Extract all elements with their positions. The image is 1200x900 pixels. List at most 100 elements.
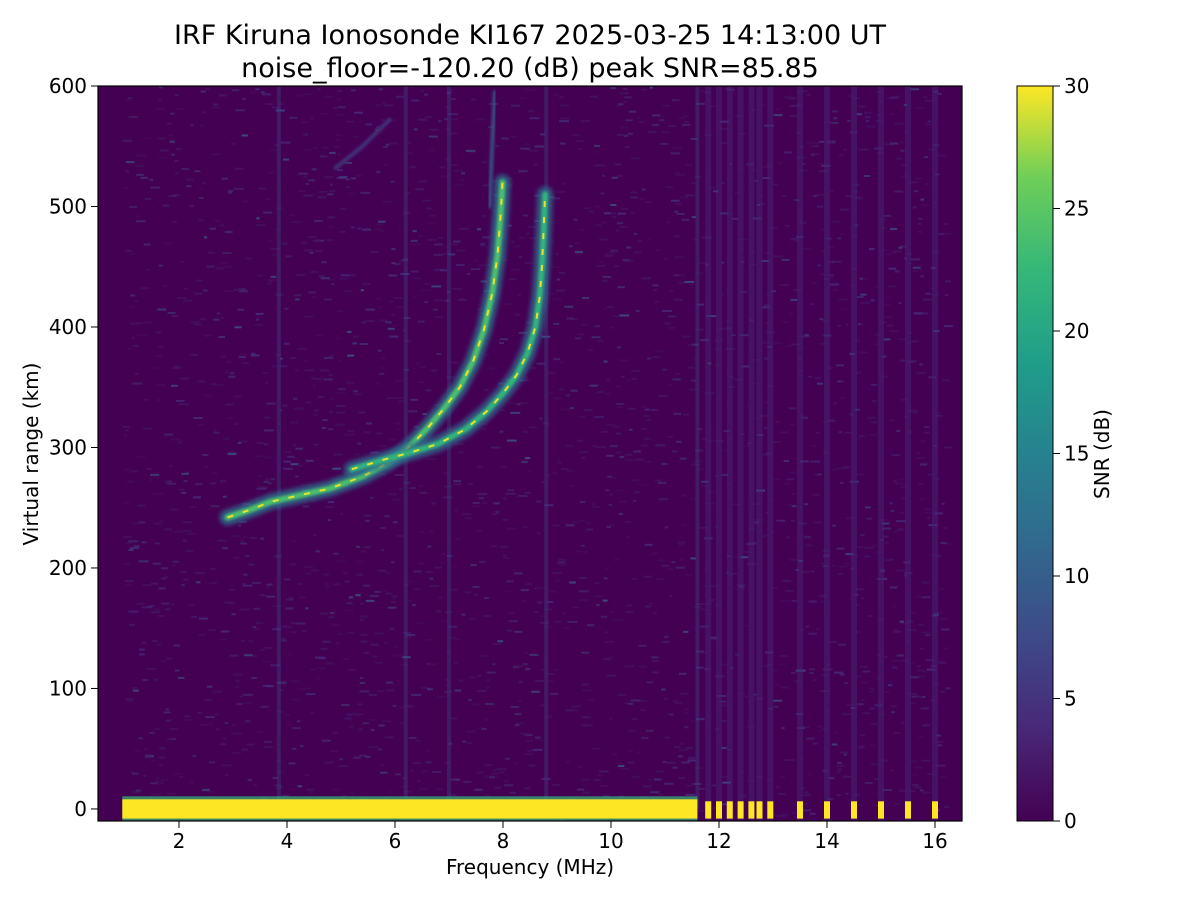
noise-speck xyxy=(196,279,203,282)
noise-speck xyxy=(790,519,795,522)
noise-speck xyxy=(775,421,780,424)
noise-speck xyxy=(166,657,173,660)
noise-speck xyxy=(541,669,545,671)
noise-speck xyxy=(779,599,790,602)
noise-speck xyxy=(378,306,383,309)
noise-speck xyxy=(819,342,828,345)
noise-speck xyxy=(816,431,820,434)
noise-speck xyxy=(285,451,292,454)
noise-speck xyxy=(279,365,288,368)
noise-speck xyxy=(469,151,476,154)
noise-speck xyxy=(702,438,707,441)
noise-speck xyxy=(522,663,528,666)
noise-speck xyxy=(902,164,907,167)
noise-speck xyxy=(170,603,175,606)
noise-speck xyxy=(253,607,261,610)
noise-speck xyxy=(559,120,569,123)
noise-speck xyxy=(677,777,686,780)
noise-speck xyxy=(252,626,257,629)
noise-speck xyxy=(360,191,371,194)
noise-speck xyxy=(484,718,488,721)
noise-speck xyxy=(795,569,800,572)
noise-speck xyxy=(450,717,458,720)
noise-speck xyxy=(685,747,694,750)
noise-speck xyxy=(324,761,334,764)
noise-speck xyxy=(911,695,919,698)
noise-speck xyxy=(234,326,242,329)
noise-speck xyxy=(289,563,297,566)
noise-speck xyxy=(870,383,878,386)
noise-speck xyxy=(745,725,752,728)
noise-speck xyxy=(132,791,140,794)
noise-speck xyxy=(280,141,291,144)
noise-speck xyxy=(350,177,357,180)
noise-speck xyxy=(400,722,404,725)
noise-speck xyxy=(336,391,346,394)
noise-speck xyxy=(788,407,797,410)
noise-speck xyxy=(445,128,450,131)
noise-speck xyxy=(805,625,810,628)
noise-speck xyxy=(161,602,170,605)
noise-speck xyxy=(340,512,344,515)
noise-speck xyxy=(729,163,733,166)
noise-speck xyxy=(726,320,732,323)
noise-speck xyxy=(525,583,533,585)
noise-speck xyxy=(796,103,803,106)
noise-speck xyxy=(166,480,172,483)
noise-speck xyxy=(920,440,926,443)
noise-speck xyxy=(786,536,791,539)
noise-speck xyxy=(481,728,487,730)
noise-speck xyxy=(845,195,854,198)
noise-speck xyxy=(831,260,842,263)
noise-speck xyxy=(792,289,803,292)
noise-speck xyxy=(695,328,704,331)
noise-speck xyxy=(160,660,167,663)
noise-speck xyxy=(896,654,904,657)
noise-speck xyxy=(477,674,482,677)
noise-speck xyxy=(233,673,243,676)
noise-speck xyxy=(507,489,515,492)
noise-speck xyxy=(932,251,940,254)
noise-speck xyxy=(263,480,269,483)
noise-speck xyxy=(563,627,570,630)
noise-speck xyxy=(337,153,342,156)
noise-speck xyxy=(346,713,354,716)
noise-speck xyxy=(903,257,908,260)
noise-speck xyxy=(263,211,273,214)
noise-speck xyxy=(153,492,163,495)
noise-speck xyxy=(534,145,545,148)
noise-speck xyxy=(839,208,850,211)
noise-speck xyxy=(404,584,409,586)
noise-speck xyxy=(338,106,346,109)
noise-speck xyxy=(251,677,257,680)
noise-speck xyxy=(294,294,302,297)
noise-speck xyxy=(653,612,657,615)
noise-speck xyxy=(297,785,303,788)
noise-speck xyxy=(270,478,275,481)
noise-speck xyxy=(278,423,282,425)
noise-speck xyxy=(605,489,610,492)
noise-speck xyxy=(149,731,155,734)
noise-speck xyxy=(837,467,844,470)
noise-speck xyxy=(869,707,875,710)
ground-echo-pulse xyxy=(932,801,938,819)
noise-speck xyxy=(799,414,805,417)
noise-speck xyxy=(378,724,385,727)
noise-speck xyxy=(338,230,346,233)
noise-speck xyxy=(887,684,893,687)
noise-speck xyxy=(441,553,446,556)
noise-speck xyxy=(484,354,490,357)
noise-speck xyxy=(264,381,269,384)
noise-speck xyxy=(224,722,229,725)
noise-speck xyxy=(723,430,731,432)
noise-speck xyxy=(245,720,251,723)
noise-speck xyxy=(615,104,621,107)
noise-speck xyxy=(230,372,235,375)
noise-speck xyxy=(779,663,787,666)
noise-speck xyxy=(470,676,476,679)
noise-speck xyxy=(470,268,481,271)
noise-speck xyxy=(332,106,338,109)
noise-speck xyxy=(429,577,434,580)
noise-speck xyxy=(310,711,314,714)
noise-speck xyxy=(172,366,181,369)
